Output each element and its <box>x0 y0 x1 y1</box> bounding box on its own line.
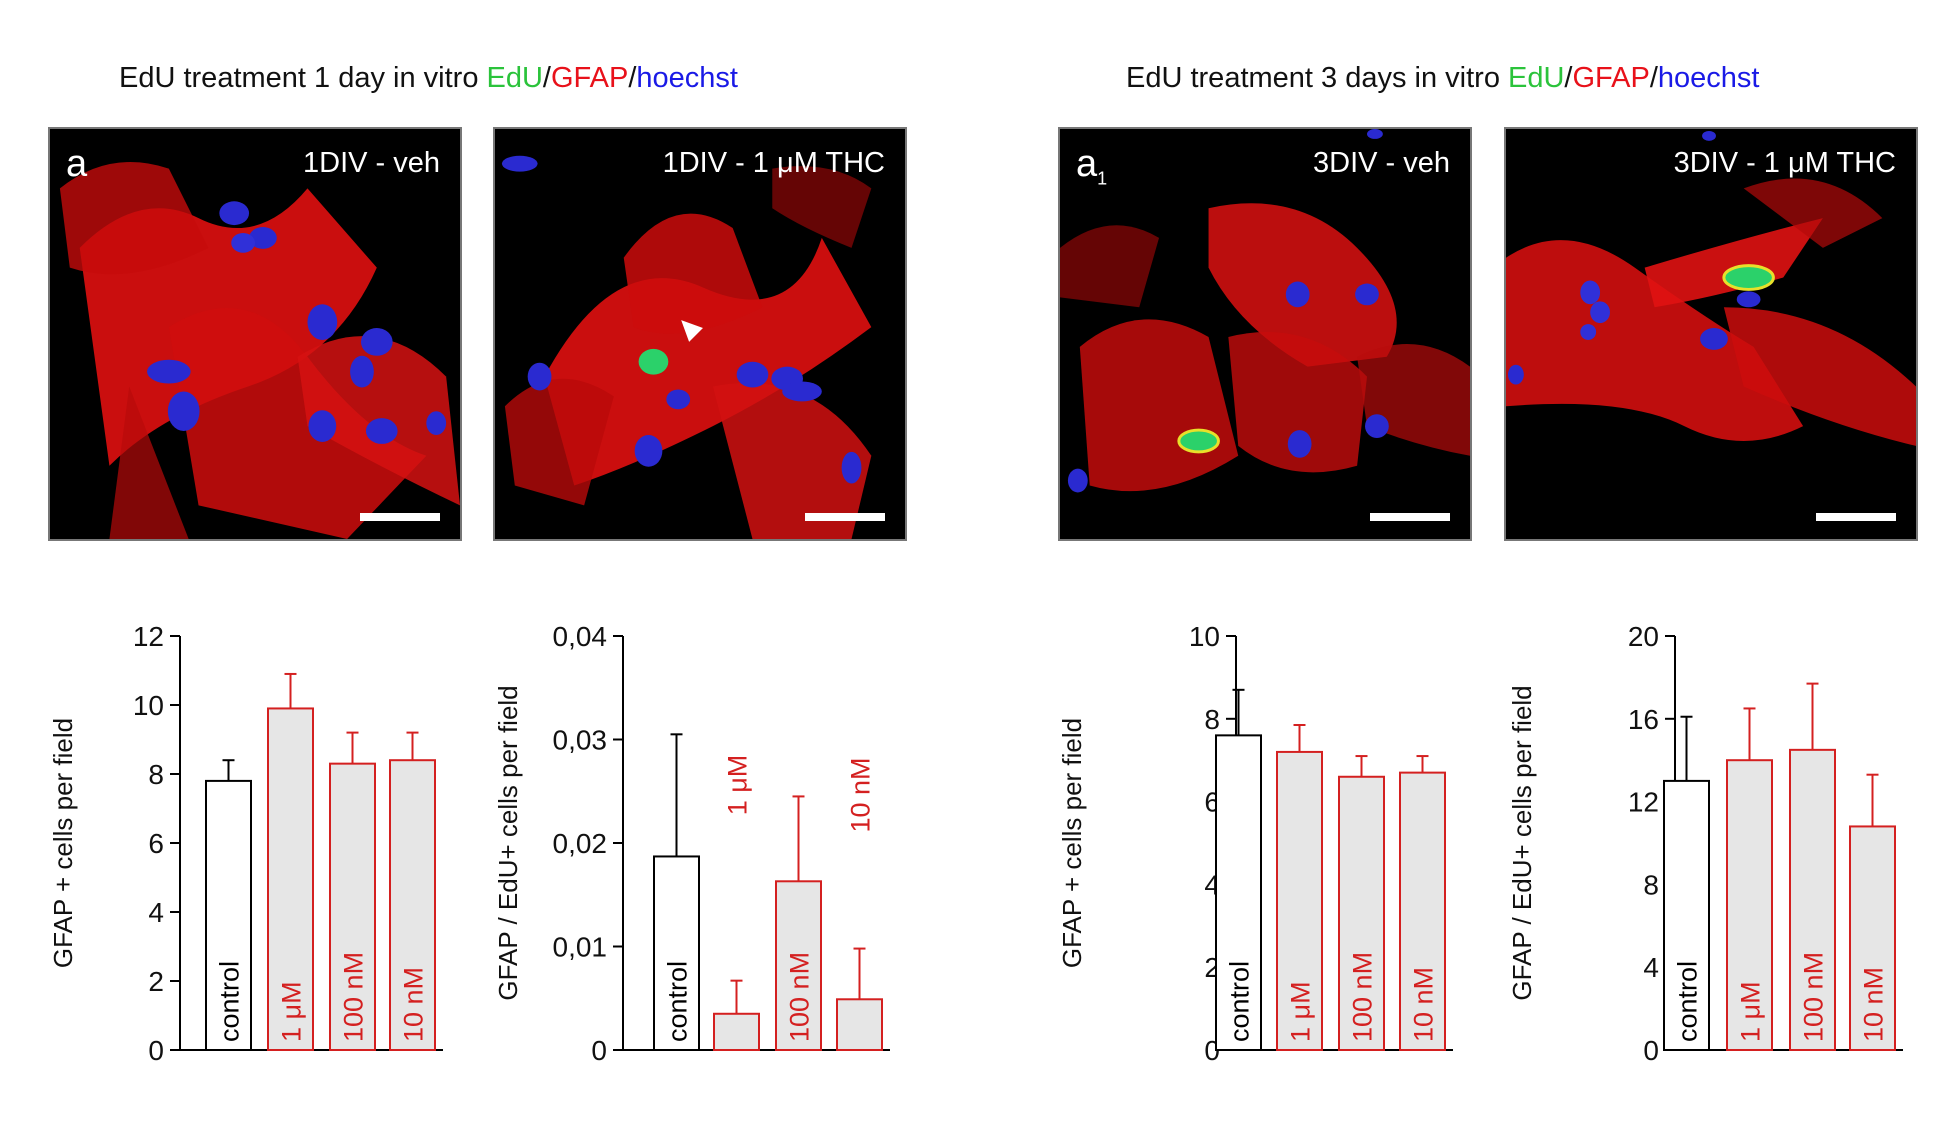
y-tick-label: 6 <box>148 828 164 859</box>
y-axis-label: GFAP / EdU+ cells per field <box>493 685 523 1000</box>
y-tick-label: 12 <box>1628 787 1659 818</box>
bar <box>1726 759 1773 1051</box>
y-tick-label: 0 <box>1643 1035 1659 1066</box>
y-tick-label: 8 <box>148 759 164 790</box>
scale-bar <box>1816 513 1896 521</box>
category-label: control <box>1225 961 1255 1042</box>
y-tick-label: 2 <box>148 966 164 997</box>
bar <box>1276 750 1323 1051</box>
micrograph-3div-thc: 3DIV - 1 μM THC <box>1504 127 1918 541</box>
y-tick-label: 0,03 <box>553 725 608 756</box>
category-label: 10 nM <box>1859 967 1889 1042</box>
category-label: 100 nM <box>339 952 369 1042</box>
y-tick-label: 8 <box>1643 869 1659 900</box>
bar <box>1399 771 1446 1051</box>
bar <box>205 779 252 1052</box>
y-tick-label: 20 <box>1628 621 1659 652</box>
y-tick-label: 10 <box>1189 621 1220 652</box>
y-axis-label: GFAP + cells per field <box>1057 718 1087 968</box>
y-axis-label: GFAP + cells per field <box>48 718 78 968</box>
bar <box>1849 825 1896 1051</box>
category-label: 10 nM <box>1409 967 1439 1042</box>
bar <box>389 759 436 1051</box>
panel-label: 3DIV - 1 μM THC <box>1673 147 1896 179</box>
panel-label: 1DIV - veh <box>303 147 440 179</box>
y-tick-label: 0,04 <box>553 621 608 652</box>
bar <box>267 707 314 1051</box>
scale-bar <box>360 513 440 521</box>
panel-letter: a1 <box>1076 143 1108 189</box>
cell-image <box>1506 130 1916 446</box>
micrograph-3div-veh: a1 3DIV - veh <box>1058 127 1472 541</box>
y-tick-label: 10 <box>133 690 164 721</box>
bar <box>653 855 700 1052</box>
bar <box>713 1012 760 1052</box>
scale-bar <box>805 513 885 521</box>
category-label: 100 nM <box>1348 952 1378 1042</box>
category-label: control <box>663 961 693 1042</box>
category-label: control <box>215 961 245 1042</box>
cell-image <box>59 162 460 539</box>
category-label: 1 μM <box>277 981 307 1042</box>
panel-label: 1DIV - 1 μM THC <box>662 147 885 179</box>
bar <box>775 880 822 1051</box>
scale-bar <box>1370 513 1450 521</box>
y-axis-label: GFAP / EdU+ cells per field <box>1507 685 1537 1000</box>
category-label: 10 nM <box>846 757 876 832</box>
bar <box>1215 734 1262 1051</box>
panel-letter: a <box>66 143 88 185</box>
cell-image <box>501 155 872 539</box>
group-title-1div: EdU treatment 1 day in vitro EdU/GFAP/ho… <box>119 62 738 94</box>
y-tick-label: 16 <box>1628 704 1659 735</box>
y-tick-label: 4 <box>148 897 164 928</box>
bar <box>836 998 883 1051</box>
bar <box>329 762 376 1052</box>
y-tick-label: 4 <box>1643 952 1659 983</box>
category-label: 1 μM <box>723 755 753 816</box>
y-tick-label: 8 <box>1204 704 1220 735</box>
category-label: 1 μM <box>1286 981 1316 1042</box>
y-tick-label: 0 <box>591 1035 607 1066</box>
y-tick-label: 0,01 <box>553 932 608 963</box>
bar <box>1338 775 1385 1051</box>
group-title-3div: EdU treatment 3 days in vitro EdU/GFAP/h… <box>1126 62 1760 94</box>
bar <box>1663 779 1710 1052</box>
category-label: 10 nM <box>399 967 429 1042</box>
category-label: 100 nM <box>785 952 815 1042</box>
y-tick-label: 0 <box>148 1035 164 1066</box>
category-label: 100 nM <box>1799 952 1829 1042</box>
y-tick-label: 0,02 <box>553 828 608 859</box>
bar <box>1789 748 1836 1051</box>
panel-label: 3DIV - veh <box>1313 147 1450 179</box>
micrograph-1div-veh: a 1DIV - veh <box>48 127 462 541</box>
micrograph-1div-thc: 1DIV - 1 μM THC <box>493 127 907 541</box>
category-label: control <box>1673 961 1703 1042</box>
y-tick-label: 12 <box>133 621 164 652</box>
cell-image <box>1060 129 1470 493</box>
category-label: 1 μM <box>1736 981 1766 1042</box>
